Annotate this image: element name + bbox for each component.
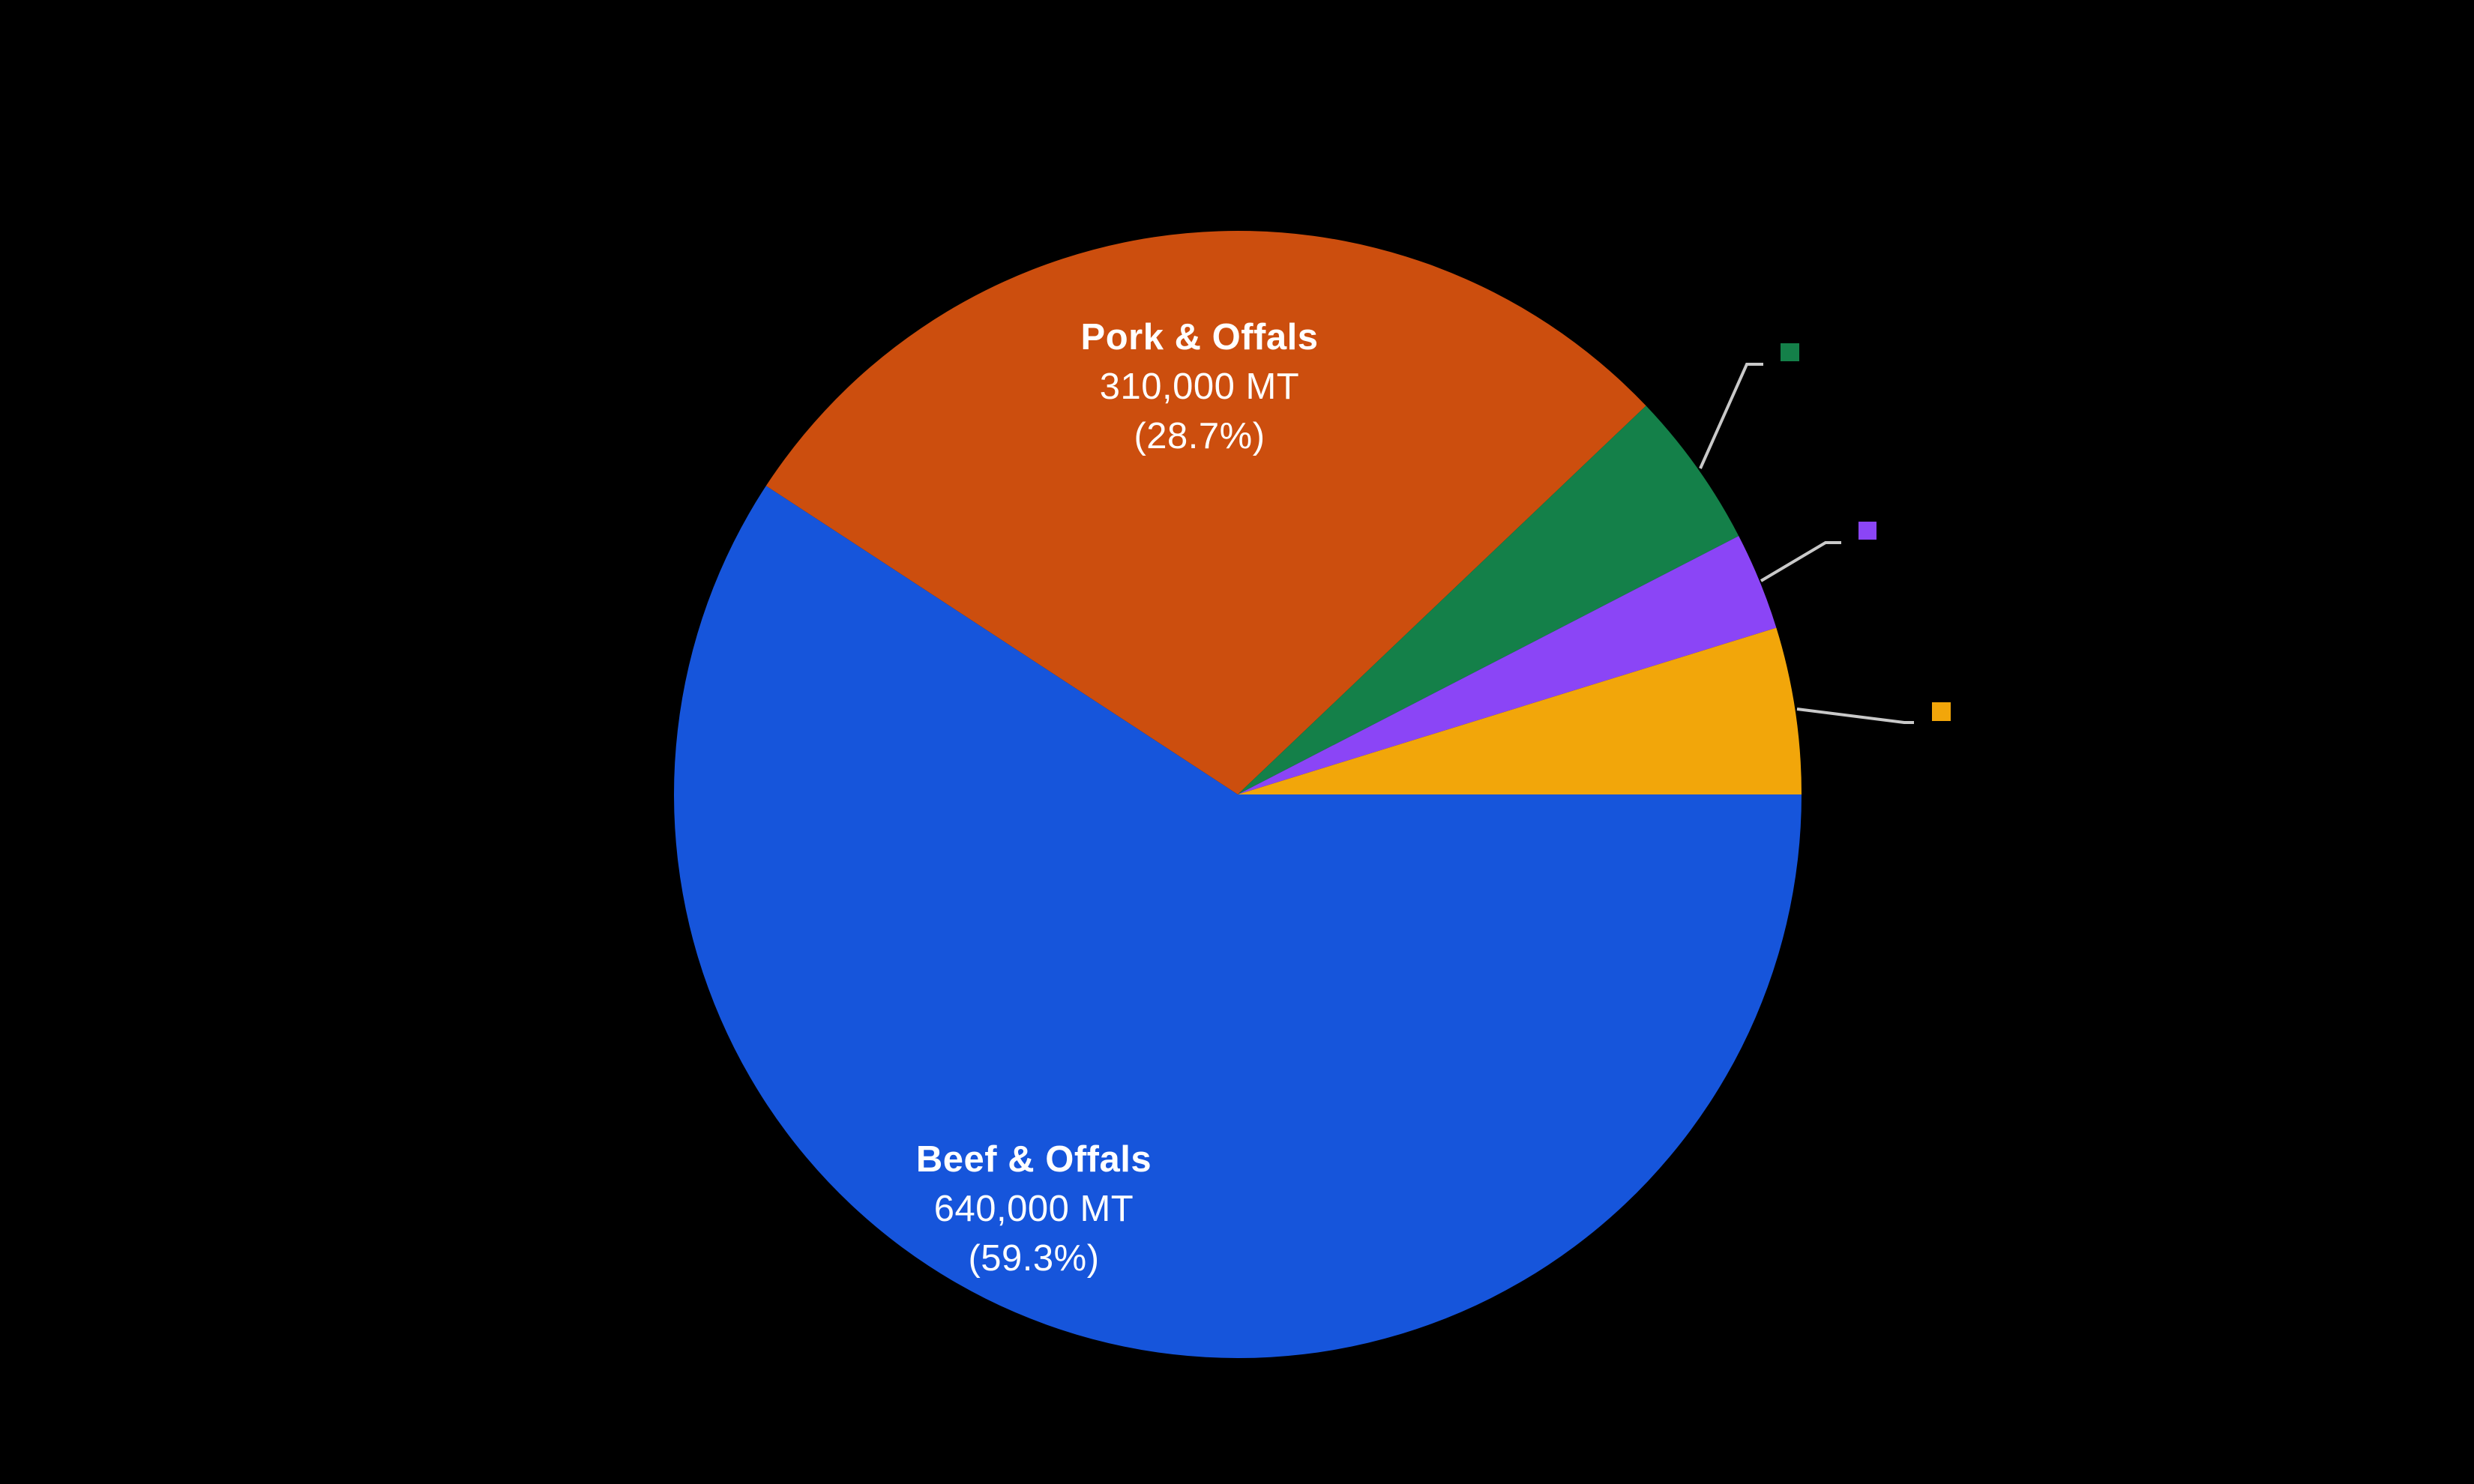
beef-slice-value: 640,000 MT bbox=[933, 1189, 1134, 1229]
yellow-slice-swatch-icon bbox=[1932, 702, 1951, 721]
pie-slice-unlabeled-green[interactable] bbox=[1238, 405, 1739, 794]
pork-slice-name: Pork & Offals bbox=[1080, 317, 1319, 358]
callout-leader-lines bbox=[1699, 363, 1914, 724]
leader-line-yellow-slice bbox=[1796, 708, 1914, 724]
green-slice-swatch-icon bbox=[1781, 343, 1799, 361]
purple-slice-swatch-icon bbox=[1858, 522, 1876, 540]
leader-line-purple-slice bbox=[1760, 541, 1841, 582]
pie-slice-unlabeled-purple[interactable] bbox=[1238, 536, 1777, 794]
pork-slice-value: 310,000 MT bbox=[1099, 367, 1300, 407]
beef-slice-percent: (59.3%) bbox=[968, 1238, 1100, 1279]
leader-line-green-slice bbox=[1699, 363, 1763, 469]
beef-slice-name: Beef & Offals bbox=[915, 1139, 1152, 1180]
pie-slices bbox=[673, 230, 1802, 1359]
callout-markers bbox=[1781, 343, 1951, 721]
pork-slice-label: Pork & Offals 310,000 MT (28.7%) bbox=[1081, 313, 1319, 461]
pie-slice-unlabeled-yellow[interactable] bbox=[1238, 627, 1802, 794]
beef-slice-label: Beef & Offals 640,000 MT (59.3%) bbox=[916, 1135, 1152, 1283]
pie-slice-beef-offals[interactable] bbox=[673, 486, 1802, 1359]
pie-slice-pork-offals[interactable] bbox=[765, 230, 1646, 794]
pork-slice-percent: (28.7%) bbox=[1134, 416, 1265, 456]
